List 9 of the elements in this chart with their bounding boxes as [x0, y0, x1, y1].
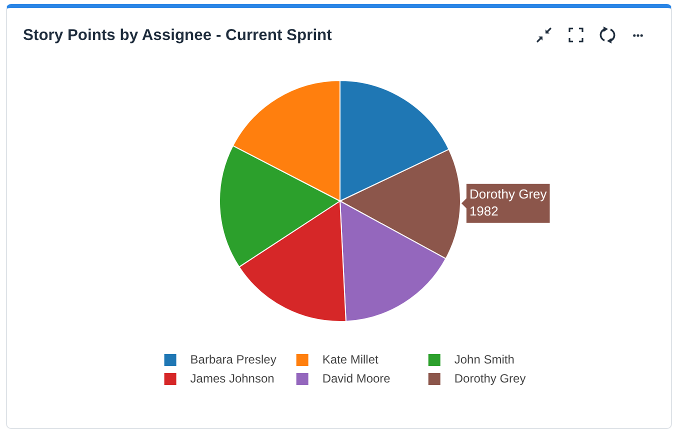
chart-title: Story Points by Assignee - Current Sprint — [23, 26, 332, 46]
legend-label: David Moore — [322, 371, 391, 386]
legend-label: Dorothy Grey — [454, 371, 526, 386]
slice-label: Dorothy Grey — [469, 186, 548, 202]
data-label: 1982 — [469, 203, 498, 218]
legend-label: Barbara Presley — [190, 352, 276, 366]
legend-label: James Johnson — [190, 371, 274, 386]
legend-label: John Smith — [454, 352, 514, 366]
legend-label: Kate Millet — [322, 352, 380, 366]
